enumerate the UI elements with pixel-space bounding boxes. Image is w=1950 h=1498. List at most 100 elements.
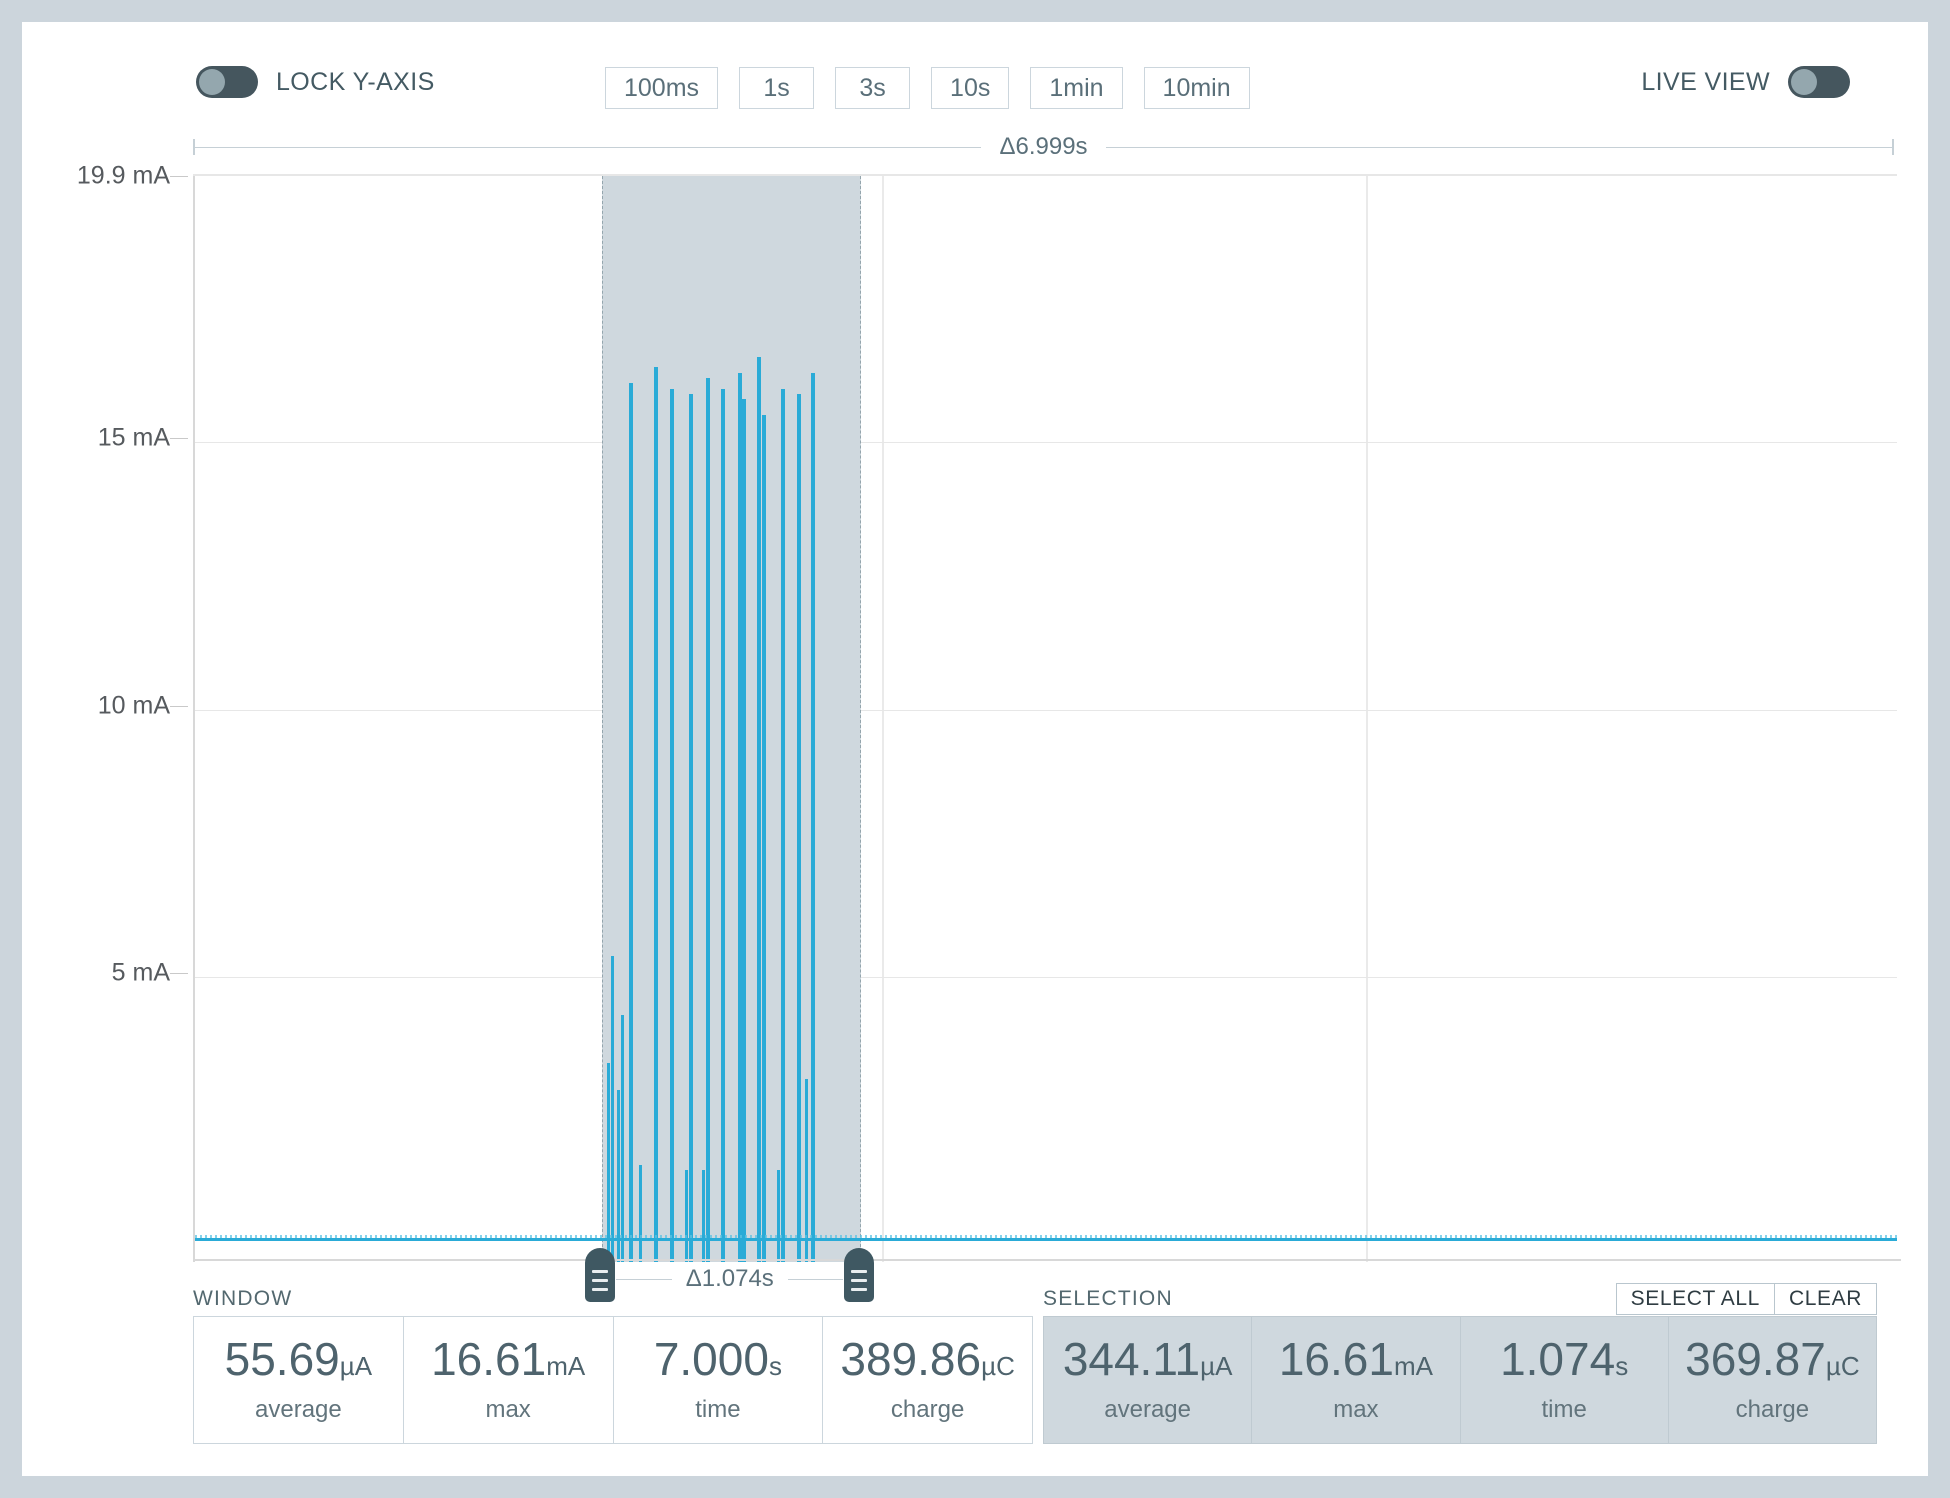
y-axis-tick [170,438,188,440]
metric-value: 344.11µA [1063,1336,1233,1382]
metric-number: 389.86 [840,1333,982,1385]
range-button-10min[interactable]: 10min [1143,67,1250,109]
window-stats-panel: WINDOW 55.69µA average 16.61mA max 7.000s tim… [193,1282,1033,1444]
select-all-button[interactable]: SELECT ALL [1615,1283,1775,1315]
grip-line [592,1270,609,1273]
current-spike [737,372,742,1262]
range-button-100ms[interactable]: 100ms [605,67,719,109]
selection-handle-right[interactable] [844,1248,875,1302]
metric-key: time [1541,1396,1587,1423]
horizontal-gridline [195,709,1897,711]
stats-bar: WINDOW 55.69µA average 16.61mA max 7.000s tim… [22,1282,1928,1452]
current-chart[interactable]: 19.9 mA 15 mA 10 mA 5 mA [22,162,1928,1277]
current-spike [621,1014,624,1262]
metric-key: time [695,1396,741,1423]
metric-unit: mA [546,1351,586,1381]
metric-average: 344.11µA average [1044,1317,1251,1443]
metric-number: 7.000 [653,1333,769,1385]
current-spike [761,415,766,1262]
window-duration-indicator: Δ6.999s [193,130,1894,164]
current-spike [670,388,675,1262]
lock-y-axis-label: LOCK Y-AXIS [276,67,435,96]
window-delta-value: Δ6.999s [999,133,1088,160]
top-toolbar: LOCK Y-AXIS 100ms 1s 3s 10s 1min 10min LIVE V… [22,22,1928,114]
metric-value: 16.61mA [1279,1336,1433,1382]
metric-charge: 389.86µC charge [822,1317,1032,1443]
metric-number: 16.61 [431,1333,547,1385]
window-delta-left-cap [193,139,195,155]
toggle-knob [1791,69,1817,95]
metric-value: 369.87µC [1685,1336,1859,1382]
y-axis: 19.9 mA 15 mA 10 mA 5 mA [22,162,188,1262]
current-spike [654,367,659,1262]
metric-max: 16.61mA max [1251,1317,1459,1443]
y-axis-tick [170,973,188,975]
y-axis-tick-label: 19.9 mA [76,161,170,190]
plot-area[interactable] [193,176,1897,1262]
y-axis-tick [170,705,188,707]
lock-y-axis-toggle[interactable] [196,66,258,98]
current-spike [810,372,815,1262]
selection-actions: SELECT ALL CLEAR [1615,1283,1877,1315]
current-spike [776,1170,780,1262]
metric-number: 1.074 [1500,1333,1616,1385]
metric-unit: µC [1825,1351,1860,1381]
metric-value: 16.61mA [431,1336,585,1382]
selection-handle-left[interactable] [585,1248,616,1302]
metric-value: 7.000s [654,1336,782,1382]
metric-charge: 369.87µC charge [1667,1317,1876,1443]
vertical-gridline [881,176,884,1262]
selection-stats-panel: SELECTION SELECT ALL CLEAR 344.11µA avera… [1043,1282,1877,1444]
current-spike [701,1170,705,1262]
current-spike [689,394,694,1262]
current-spike [796,394,801,1262]
y-axis-tick-label: 15 mA [97,423,170,452]
live-view-toggle[interactable] [1788,66,1850,98]
selection-delta-value: Δ1.074s [685,1265,774,1292]
live-view-label: LIVE VIEW [1641,67,1770,96]
toggle-knob [199,69,225,95]
selection-duration-indicator: Δ1.074s [616,1265,844,1293]
metric-key: average [255,1396,342,1423]
x-axis-line [193,1259,1901,1261]
metric-number: 55.69 [224,1333,340,1385]
selection-delta-rule-left [616,1278,672,1280]
window-delta-right-cap [1892,139,1894,155]
selection-metric-boxes: 344.11µA average 16.61mA max 1.074s time 369.8… [1043,1316,1877,1444]
selection-handles: Δ1.074s [22,22,1928,1476]
current-spike [606,1063,610,1262]
current-spike [706,378,711,1262]
metric-max: 16.61mA max [402,1317,613,1443]
metric-value: 1.074s [1500,1336,1628,1382]
metric-average: 55.69µA average [194,1317,403,1443]
selection-delta-rule-right [787,1278,844,1280]
metric-unit: µA [339,1351,373,1381]
y-axis-tick [170,176,188,177]
metric-time: 7.000s time [612,1317,823,1443]
live-view-control[interactable]: LIVE VIEW [1641,66,1850,98]
horizontal-gridline [195,442,1897,444]
range-button-3s[interactable]: 3s [835,67,911,109]
range-button-10s[interactable]: 10s [931,67,1010,109]
selection-band[interactable] [602,176,862,1262]
metric-time: 1.074s time [1459,1317,1668,1443]
current-spike [757,356,762,1262]
plot-top-border [193,174,1897,176]
metric-key: charge [1735,1396,1810,1423]
lock-y-axis-control[interactable]: LOCK Y-AXIS [196,66,435,98]
metric-key: max [485,1396,531,1423]
window-panel-title: WINDOW [193,1287,293,1310]
window-panel-header: WINDOW [193,1282,1033,1316]
grip-line [851,1279,868,1282]
horizontal-gridline [195,977,1897,979]
current-spike [616,1089,620,1262]
range-button-1s[interactable]: 1s [739,67,815,109]
clear-selection-button[interactable]: CLEAR [1774,1283,1877,1315]
current-spike [720,388,725,1262]
metric-key: charge [890,1396,965,1423]
grip-line [592,1288,609,1291]
metric-key: average [1104,1396,1191,1423]
current-spike [638,1164,642,1262]
baseline-trace [195,1238,1897,1241]
range-button-1min[interactable]: 1min [1030,67,1123,109]
